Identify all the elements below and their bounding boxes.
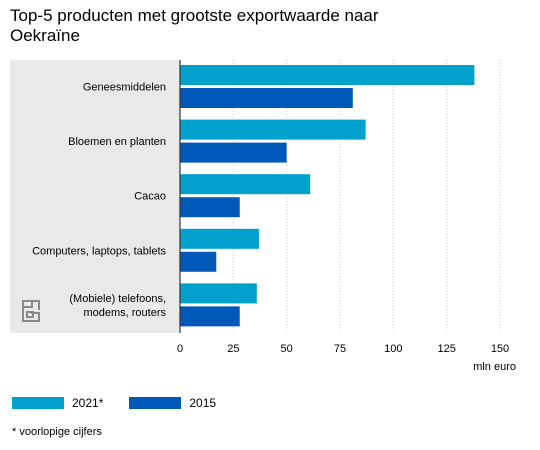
bar-2021-0	[180, 65, 475, 85]
x-tick-label: 50	[281, 343, 293, 355]
bar-2015-0	[180, 88, 353, 108]
bars	[179, 60, 475, 333]
x-tick-label: 0	[177, 343, 183, 355]
x-tick-label: 25	[227, 343, 239, 355]
bar-2015-3	[180, 251, 217, 272]
x-tick-label: 150	[491, 343, 509, 355]
legend-label-2021: 2021*	[72, 396, 104, 410]
category-labels: Geneesmiddelen Bloemen en planten Cacao Com…	[32, 82, 166, 319]
footnote: * voorlopige cijfers	[12, 426, 102, 438]
bar-2021-3	[180, 228, 259, 249]
category-label: Cacao	[134, 191, 166, 203]
x-tick-label: 100	[384, 343, 402, 355]
category-label: Geneesmiddelen	[83, 82, 166, 94]
category-label: (Mobiele) telefoons, modems, routers	[69, 293, 166, 319]
legend-item-2015: 2015	[129, 396, 216, 410]
bar-2021-1	[180, 119, 366, 140]
x-tick-label: 125	[437, 343, 455, 355]
x-tick-label: 75	[334, 343, 346, 355]
legend-swatch-2021	[12, 397, 64, 409]
bar-2021-2	[180, 174, 311, 195]
legend: 2021* 2015	[12, 396, 242, 410]
bar-chart: Geneesmiddelen Bloemen en planten Cacao Com…	[10, 60, 516, 373]
x-axis-ticks: 0 25 50 75 100 125 150	[177, 343, 509, 355]
legend-item-2021: 2021*	[12, 396, 103, 410]
legend-label-2015: 2015	[189, 396, 217, 410]
x-axis-label: mln euro	[473, 361, 516, 373]
chart-title: Top-5 producten met grootste exportwaard…	[10, 6, 379, 45]
legend-swatch-2015	[129, 397, 182, 409]
category-label: Bloemen en planten	[68, 136, 166, 148]
bar-2015-4	[180, 306, 240, 327]
cbs-logo-icon	[22, 300, 40, 322]
bar-2015-1	[180, 142, 287, 163]
category-label: Computers, laptops, tablets	[32, 245, 166, 257]
bar-2021-4	[180, 283, 257, 304]
bar-2015-2	[180, 197, 240, 218]
category-label-panel	[10, 60, 180, 333]
